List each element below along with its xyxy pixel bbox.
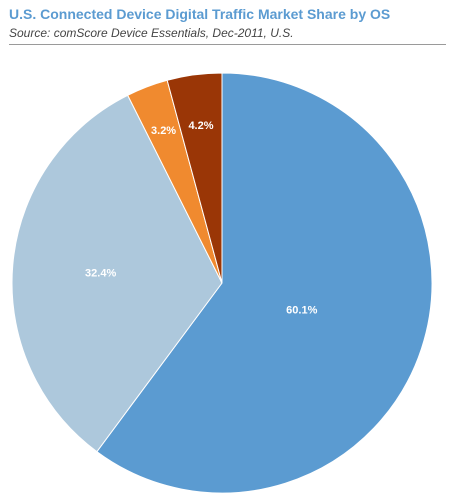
pie-slice-1 [96,72,433,494]
slice-label-2: 32.4% [85,267,116,279]
slice-label-4: 4.2% [188,120,213,132]
pie-slice-4 [166,72,223,284]
pie-slices [11,72,433,494]
slice-label-1: 60.1% [286,304,317,316]
pie-slice-2 [11,94,223,453]
title-divider [9,44,446,45]
pie-labels: 60.1% 32.4% 3.2% 4.2% [85,120,318,317]
chart-subtitle: Source: comScore Device Essentials, Dec-… [9,26,294,40]
slice-label-3: 3.2% [151,125,176,137]
chart-title: U.S. Connected Device Digital Traffic Ma… [9,6,391,22]
